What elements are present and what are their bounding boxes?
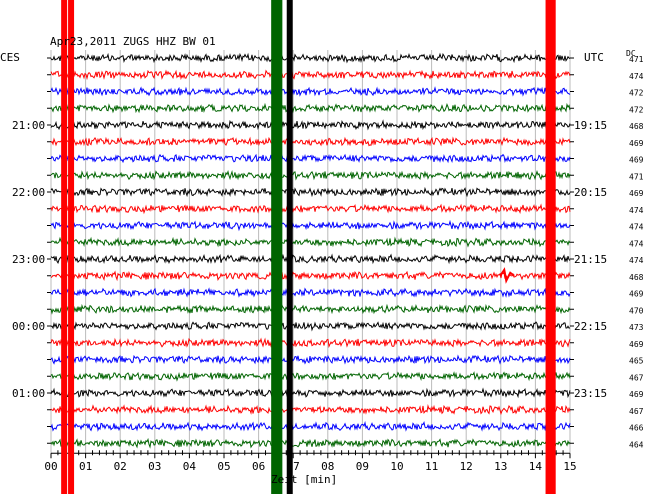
x-tick-label: 08: [321, 460, 334, 473]
event-bar: [286, 0, 293, 494]
right-hour-label: 23:15: [574, 387, 607, 400]
dc-value: 469: [629, 156, 644, 165]
dc-value: 469: [629, 139, 644, 148]
x-tick-label: 05: [217, 460, 230, 473]
dc-value: 469: [629, 390, 644, 399]
dc-value: 469: [629, 340, 644, 349]
trace-11: [50, 219, 571, 232]
x-tick-label: 14: [529, 460, 543, 473]
dc-header: DC: [626, 49, 636, 58]
right-hour-label: 20:15: [574, 186, 607, 199]
x-tick-label: 12: [460, 460, 473, 473]
dc-value: 464: [629, 440, 644, 449]
left-hour-label: 00:00: [12, 320, 45, 333]
left-hour-label: 22:00: [12, 186, 45, 199]
dc-value: 467: [629, 373, 644, 382]
chart-title: Apr23,2011 ZUGS HHZ BW 01: [50, 35, 216, 48]
x-tick-label: 00: [44, 460, 57, 473]
left-timezone-label: CES: [0, 51, 20, 64]
event-bar: [61, 0, 68, 494]
dc-value: 474: [629, 256, 644, 265]
trace-9: [50, 186, 571, 198]
traces: [50, 52, 571, 449]
x-tick-label: 06: [252, 460, 265, 473]
event-bar: [545, 0, 552, 494]
trace-3: [50, 86, 571, 97]
trace-14: [50, 270, 571, 282]
x-axis-label: Zeit [min]: [271, 473, 337, 486]
trace-1: [50, 52, 571, 64]
dc-value: 473: [629, 323, 644, 332]
trace-19: [50, 354, 571, 365]
trace-24: [50, 437, 571, 449]
right-hour-label: 22:15: [574, 320, 607, 333]
x-tick-label: 01: [79, 460, 92, 473]
trace-8: [50, 169, 571, 181]
trace-16: [50, 303, 571, 315]
event-bars: [61, 0, 556, 494]
right-hour-label: 19:15: [574, 119, 607, 132]
dc-value: 474: [629, 223, 644, 232]
trace-6: [50, 136, 571, 147]
trace-10: [50, 203, 571, 215]
left-hour-label: 01:00: [12, 387, 45, 400]
trace-17: [50, 321, 571, 332]
event-bar: [271, 0, 278, 494]
x-tick-label: 09: [356, 460, 369, 473]
left-hour-label: 21:00: [12, 119, 45, 132]
x-tick-label: 10: [390, 460, 403, 473]
trace-13: [50, 253, 571, 265]
x-tick-label: 15: [563, 460, 576, 473]
dc-value: 469: [629, 189, 644, 198]
trace-22: [50, 404, 571, 416]
dc-value: 472: [629, 89, 644, 98]
x-tick-label: 04: [183, 460, 197, 473]
trace-18: [50, 337, 571, 349]
dc-value: 468: [629, 273, 644, 282]
x-tick-label: 07: [287, 460, 300, 473]
event-bar: [68, 0, 75, 494]
right-hour-label: 21:15: [574, 253, 607, 266]
small-event-mark: [499, 267, 515, 284]
trace-7: [50, 153, 571, 164]
event-bar: [549, 0, 556, 494]
trace-12: [50, 236, 571, 248]
dc-value: 468: [629, 122, 644, 131]
trace-21: [50, 387, 571, 399]
dc-value: 474: [629, 206, 644, 215]
trace-20: [50, 371, 571, 382]
dc-value: 471: [629, 172, 644, 181]
dc-value: 471: [629, 55, 644, 64]
dc-value: 469: [629, 290, 644, 299]
dc-value: 472: [629, 105, 644, 114]
event-bar: [276, 0, 283, 494]
trace-4: [50, 102, 571, 114]
dc-value: 474: [629, 72, 644, 81]
dc-value: 466: [629, 424, 644, 433]
labels: Apr23,2011 ZUGS HHZ BW 01 CES UTC DC Zei…: [0, 35, 644, 486]
left-hour-label: 23:00: [12, 253, 45, 266]
dc-value: 470: [629, 306, 644, 315]
dc-value: 467: [629, 407, 644, 416]
x-tick-label: 02: [114, 460, 127, 473]
x-tick-label: 11: [425, 460, 438, 473]
x-tick-label: 13: [494, 460, 507, 473]
grid: [47, 50, 574, 459]
x-tick-label: 03: [148, 460, 161, 473]
right-timezone-label: UTC: [584, 51, 604, 64]
trace-2: [50, 69, 571, 81]
trace-15: [50, 287, 571, 298]
dc-value: 474: [629, 239, 644, 248]
dc-value: 465: [629, 357, 644, 366]
trace-5: [50, 119, 571, 131]
trace-23: [50, 420, 571, 432]
